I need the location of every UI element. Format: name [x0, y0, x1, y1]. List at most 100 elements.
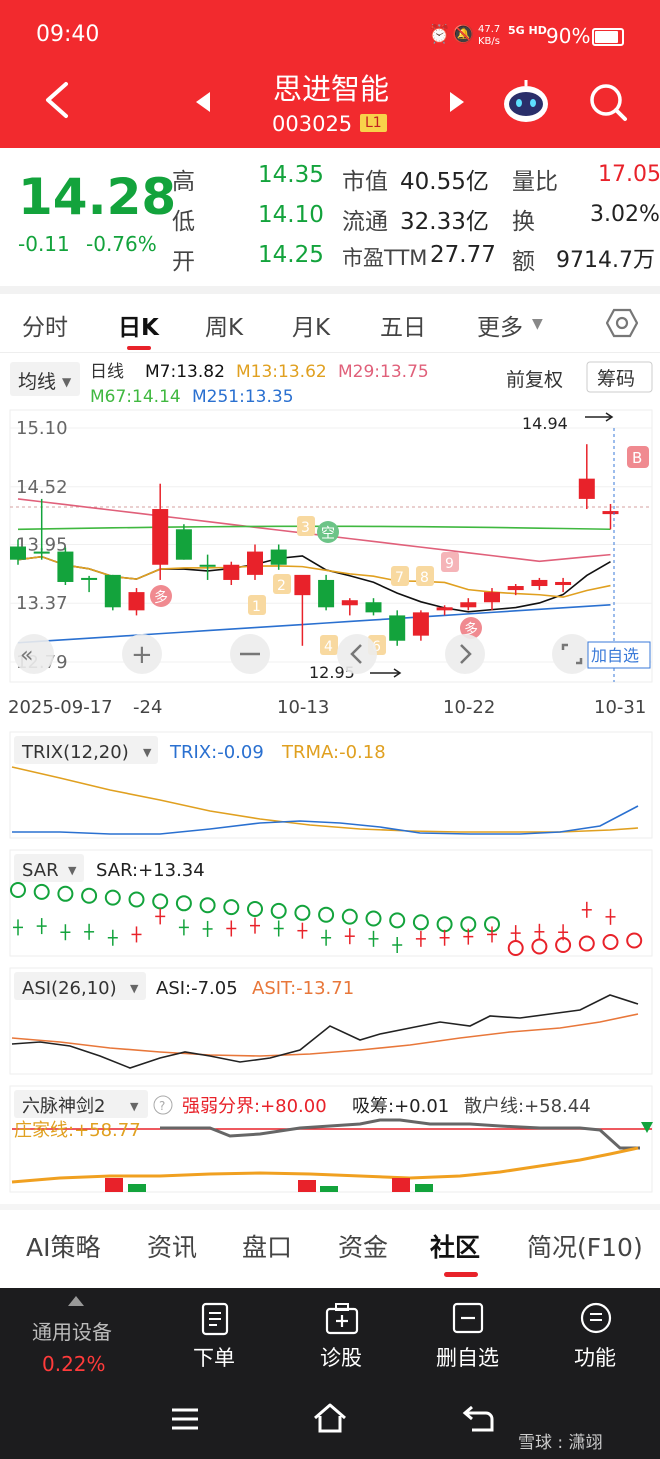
more-dropdown-icon[interactable]: ▼ [532, 316, 543, 332]
function-button[interactable]: 功能 [574, 1346, 616, 1370]
ai-robot-icon[interactable] [502, 78, 550, 124]
candlestick-chart[interactable]: 均线 ▼ 日线 M7:13.82 M13:13.62 M29:13.75 M67… [0, 354, 660, 734]
ma-select-box[interactable] [10, 362, 80, 396]
asi-select-box[interactable] [14, 972, 146, 1000]
signal-duo[interactable] [460, 617, 482, 639]
tab-news[interactable]: 资讯 [147, 1233, 198, 1262]
tab-more[interactable]: 更多 [477, 315, 523, 341]
return-icon[interactable] [462, 1404, 494, 1432]
fullscreen-icon[interactable] [561, 643, 583, 665]
ma13-legend: M13:13.62 [236, 362, 327, 382]
lmsj-select[interactable]: 六脉神剑2 [22, 1096, 105, 1117]
pe-label: 市盈TTM [342, 246, 428, 270]
scroll-left-button[interactable] [14, 634, 54, 674]
zoom-in-icon[interactable]: + [131, 640, 153, 670]
sar-dot [507, 940, 524, 956]
fullscreen-button[interactable] [552, 634, 592, 674]
sector-name[interactable]: 通用设备 [32, 1320, 112, 1344]
candle-body [318, 579, 335, 608]
volratio-label: 量比 [512, 169, 558, 195]
tab-community[interactable]: 社区 [430, 1233, 481, 1262]
tab-ai-strategy[interactable]: AI策略 [26, 1233, 101, 1262]
sar-select[interactable]: SAR [22, 860, 59, 881]
banker-value: 庄家线:+58.77 [14, 1120, 141, 1141]
candle-body [578, 478, 595, 499]
search-icon[interactable] [588, 82, 628, 122]
sar-dot [223, 899, 240, 916]
add-watch-box[interactable] [587, 641, 651, 669]
lmsj-select-box[interactable] [14, 1090, 148, 1118]
help-icon-mark[interactable]: ? [159, 1099, 165, 1113]
menu-circle-icon[interactable] [580, 1302, 612, 1334]
double-left-icon[interactable]: « [20, 643, 33, 668]
chevron-left-icon[interactable] [350, 644, 362, 664]
prev-stock-icon[interactable] [194, 90, 214, 114]
mktcap-label: 市值 [342, 169, 388, 195]
candle-body [199, 564, 216, 567]
ma29-legend: M29:13.75 [338, 362, 429, 382]
chips-button-box[interactable] [586, 361, 653, 393]
lmsj-dropdown-icon[interactable]: ▼ [130, 1100, 139, 1113]
tab-five-day[interactable]: 五日 [380, 315, 426, 341]
level-badge: L1 [360, 114, 387, 132]
order-button[interactable]: 下单 [193, 1346, 235, 1370]
absorb-bar [298, 1180, 316, 1192]
signal-buy[interactable] [627, 446, 649, 468]
stock-code: 003025 [272, 112, 353, 136]
signal-kong[interactable] [317, 521, 339, 543]
candle-body [602, 511, 619, 515]
candle-body [341, 600, 358, 606]
prev-candle-button[interactable] [337, 634, 377, 674]
tab-weekly-k[interactable]: 周K [205, 315, 244, 341]
diagnose-icon[interactable] [324, 1302, 360, 1336]
asi-select[interactable]: ASI(26,10) [22, 978, 117, 999]
next-stock-icon[interactable] [446, 90, 466, 114]
turnover-value: 3.02% [590, 202, 660, 227]
add-watch-button[interactable]: 加自选 [591, 646, 639, 665]
battery-percent: 90% [546, 24, 591, 48]
candle-body [294, 574, 311, 596]
asi-panel[interactable]: ASI(26,10) ▼ ASI:-7.05 ASIT:-13.71 [0, 966, 660, 1080]
zoom-in-button[interactable] [122, 634, 162, 674]
chips-button[interactable]: 筹码 [597, 368, 635, 390]
trix-select-box[interactable] [14, 736, 158, 764]
bottom-action-bar: 通用设备 0.22% 下单 诊股 删自选 功能 雪球 : 潇翊 [0, 1288, 660, 1459]
back-icon[interactable] [40, 80, 74, 120]
remove-watch-icon[interactable] [452, 1302, 484, 1334]
trix-select[interactable]: TRIX(12,20) [21, 742, 129, 763]
sar-dropdown-icon[interactable]: ▼ [68, 864, 77, 877]
caret-up-icon[interactable] [68, 1296, 84, 1306]
order-icon[interactable] [200, 1302, 230, 1336]
home-icon[interactable] [312, 1402, 348, 1434]
ma-select[interactable]: 均线 [18, 371, 56, 393]
sar-dot [365, 910, 382, 927]
tab-orderbook[interactable]: 盘口 [242, 1233, 293, 1262]
chevron-right-icon[interactable] [460, 644, 472, 664]
diagnose-button[interactable]: 诊股 [320, 1346, 362, 1370]
tab-intraday[interactable]: 分时 [22, 315, 68, 341]
tab-daily-k[interactable]: 日K [118, 315, 159, 341]
sar-panel[interactable]: SAR ▼ SAR:+13.34 [0, 848, 660, 962]
x-tick: 10-22 [443, 697, 495, 718]
sar-dot [247, 901, 263, 917]
ma-dropdown-icon[interactable]: ▼ [62, 375, 72, 389]
td-sequence-markers: 1 2 3 4 6 7 8 9 [248, 516, 459, 655]
help-icon[interactable] [153, 1095, 173, 1115]
adjust-label[interactable]: 前复权 [506, 369, 563, 391]
asit-value: ASIT:-13.71 [252, 978, 354, 999]
hamburger-icon[interactable] [170, 1406, 200, 1432]
sar-select-box[interactable] [14, 854, 84, 882]
trix-panel[interactable]: TRIX(12,20) ▼ TRIX:-0.09 TRMA:-0.18 [0, 730, 660, 844]
tab-profile-f10[interactable]: 简况(F10) [527, 1233, 643, 1262]
signal-kong-text: 空 [321, 526, 335, 542]
sar-dot [626, 932, 643, 949]
settings-icon[interactable] [606, 308, 638, 338]
lmsj-panel[interactable]: 六脉神剑2 ▼ ? 强弱分界:+80.00 吸筹:+0.01 散户线:+58.4… [0, 1084, 660, 1196]
tab-monthly-k[interactable]: 月K [292, 315, 331, 341]
remove-watch-button[interactable]: 删自选 [436, 1346, 499, 1370]
signal-duo[interactable] [150, 585, 172, 607]
tab-capital[interactable]: 资金 [338, 1233, 389, 1262]
asi-dropdown-icon[interactable]: ▼ [130, 982, 139, 995]
trix-dropdown-icon[interactable]: ▼ [143, 746, 152, 759]
next-candle-button[interactable] [445, 634, 485, 674]
